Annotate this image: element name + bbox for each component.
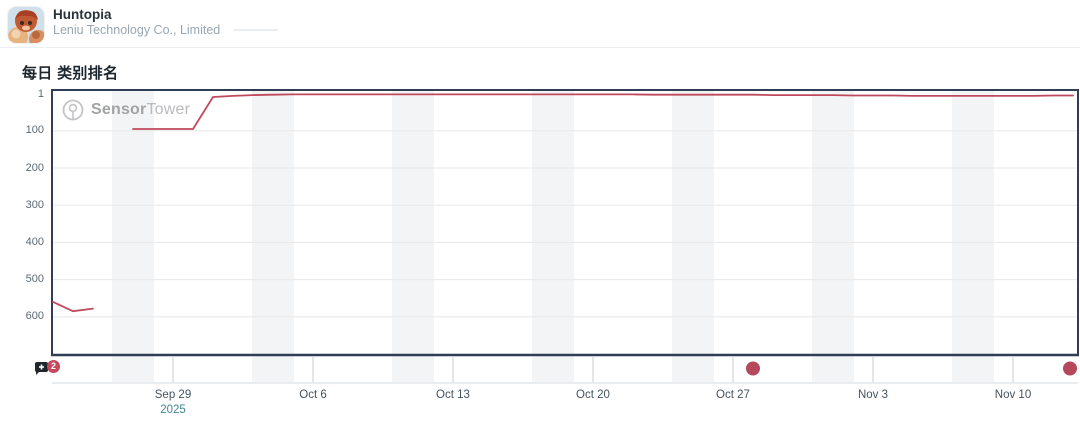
sensortower-watermark: SensorTower xyxy=(62,99,190,121)
weekend-band xyxy=(112,91,154,382)
y-axis-tick-label: 300 xyxy=(25,198,44,211)
weekend-band xyxy=(812,91,854,382)
x-axis-tick-label: Oct 6 xyxy=(299,389,327,401)
weekend-band xyxy=(532,91,574,382)
comment-plus-icon xyxy=(35,362,48,375)
y-axis-tick-label: 1 xyxy=(37,87,44,100)
weekend-band xyxy=(252,91,294,382)
app-name: Huntopia xyxy=(53,7,112,22)
x-axis-tick-label: Oct 20 xyxy=(576,389,610,401)
add-annotation-button[interactable]: 2 xyxy=(34,358,64,380)
y-axis-tick-label: 500 xyxy=(25,273,44,286)
app-header: Huntopia Leniu Technology Co., Limited xyxy=(0,0,1080,48)
watermark-brand-light: Tower xyxy=(146,101,191,118)
weekend-band xyxy=(392,91,434,382)
weekend-band xyxy=(952,91,994,382)
watermark-text: SensorTower xyxy=(91,101,190,119)
x-axis-tick-label: Nov 3 xyxy=(857,389,889,401)
watermark-brand-bold: Sensor xyxy=(91,101,147,118)
x-axis-tick-label: Sep 29 xyxy=(154,389,192,401)
y-axis-tick-label: 200 xyxy=(25,161,44,174)
x-axis-tick-label: Oct 27 xyxy=(716,389,750,401)
y-axis-tick-label: 400 xyxy=(25,235,44,248)
chart-title: 每日 类别排名 xyxy=(22,65,119,82)
weekend-band xyxy=(672,91,714,382)
x-axis-tick-label: Oct 13 xyxy=(436,389,470,401)
rank-line[interactable] xyxy=(52,300,94,313)
y-axis-tick-label: 100 xyxy=(25,124,44,137)
app-icon-art xyxy=(8,7,44,43)
timeline-event-dot[interactable] xyxy=(746,361,760,376)
x-axis-year-label: 2025 xyxy=(160,404,186,416)
annotation-count-badge: 2 xyxy=(47,360,60,373)
publisher-divider-rule xyxy=(233,29,278,31)
timeline-event-dot[interactable] xyxy=(1063,361,1077,376)
y-axis-tick-label: 600 xyxy=(25,310,44,323)
x-axis-tick-label: Nov 10 xyxy=(994,389,1032,401)
app-publisher[interactable]: Leniu Technology Co., Limited xyxy=(53,23,221,37)
rank-line[interactable] xyxy=(132,93,1074,130)
huntopia-app-icon[interactable] xyxy=(8,7,44,43)
sensortower-logo-icon xyxy=(62,99,84,121)
